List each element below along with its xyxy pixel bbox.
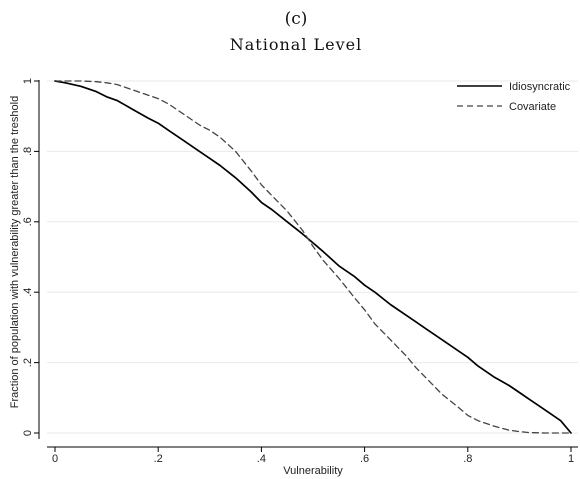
y-tick-label: .6 — [22, 217, 34, 226]
y-axis-label: Fraction of population with vulnerabilit… — [9, 96, 21, 408]
x-tick-label: 0 — [52, 453, 58, 465]
x-tick-label: .4 — [257, 453, 266, 465]
x-tick-label: .2 — [154, 453, 163, 465]
y-tick-label: .2 — [22, 358, 34, 367]
x-tick-label: .8 — [463, 453, 472, 465]
x-tick-label: 1 — [568, 453, 574, 465]
legend-covariate-label: Covariate — [509, 101, 556, 113]
legend-idiosyncratic-label: Idiosyncratic — [509, 81, 571, 93]
y-tick-label: 0 — [22, 430, 34, 436]
y-tick-label: 1 — [22, 78, 34, 84]
x-tick-label: .6 — [360, 453, 369, 465]
chart-title: National Level — [230, 35, 362, 54]
panel-label: (c) — [285, 9, 308, 29]
series-line-covariate — [54, 80, 572, 434]
series-lines — [54, 80, 572, 434]
gridlines — [47, 80, 578, 434]
legend: Idiosyncratic Covariate — [457, 81, 571, 113]
x-axis-label: Vulnerability — [283, 465, 343, 477]
y-tick-label: .8 — [22, 147, 34, 156]
y-tick-label: .4 — [22, 288, 34, 297]
series-line-idiosyncratic — [54, 80, 572, 434]
x-axis-ticks: 0 .2 .4 .6 .8 1 — [52, 447, 574, 465]
y-axis-ticks: 0 .2 .4 .6 .8 1 — [22, 78, 39, 436]
